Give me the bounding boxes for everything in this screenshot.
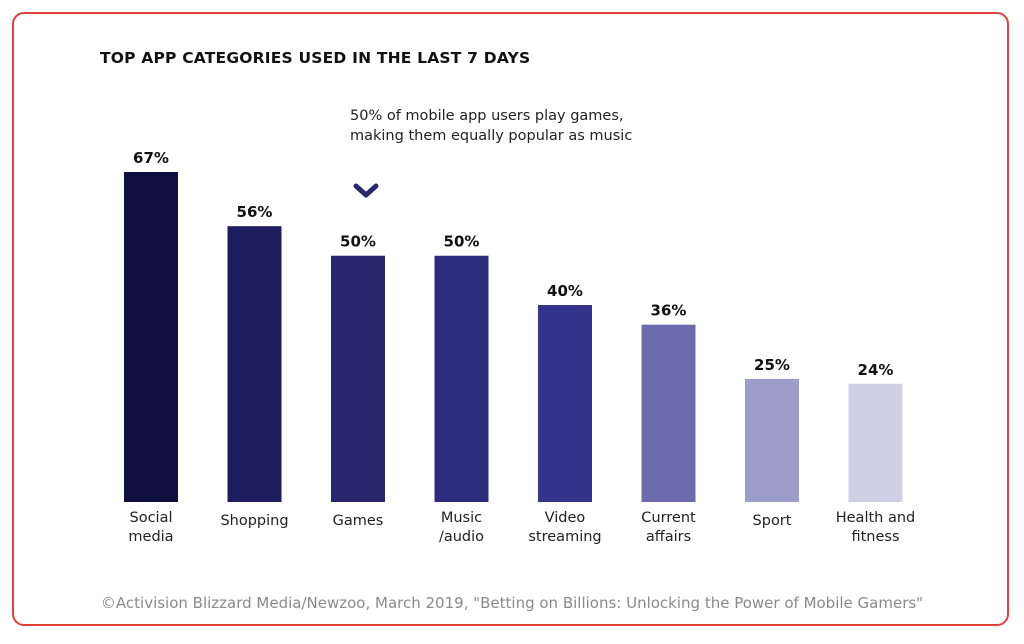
bar: [227, 226, 282, 502]
bar-value-label: 25%: [754, 356, 790, 374]
category-label: Games: [333, 513, 384, 529]
bar: [124, 172, 178, 502]
bar: [434, 255, 489, 502]
category-label: Sport: [753, 513, 792, 529]
chart-frame: [12, 12, 1009, 626]
bar: [641, 324, 696, 502]
bar-value-label: 67%: [133, 149, 169, 167]
category-label: Health and fitness: [836, 510, 916, 545]
bar: [331, 255, 385, 502]
bar: [848, 383, 903, 502]
category-label: Shopping: [220, 513, 288, 529]
chart-title: TOP APP CATEGORIES USED IN THE LAST 7 DA…: [100, 49, 531, 67]
games-annotation: 50% of mobile app users play games, maki…: [350, 108, 633, 144]
category-label: Social media: [128, 510, 173, 545]
bar-value-label: 50%: [444, 233, 480, 251]
bar: [538, 304, 592, 502]
bar-value-label: 56%: [237, 203, 273, 221]
category-label: Music/audio: [439, 510, 484, 545]
bar-value-label: 50%: [340, 233, 376, 251]
category-label: Current affairs: [641, 510, 696, 545]
source-credit: ©Activision Blizzard Media/Newzoo, March…: [100, 594, 924, 612]
bar-value-label: 36%: [651, 302, 687, 320]
bar: [745, 378, 799, 502]
category-label: Video streaming: [528, 510, 601, 545]
bar-value-label: 40%: [547, 282, 583, 300]
bar-value-label: 24%: [858, 361, 894, 379]
chevron-down-icon: [353, 183, 379, 198]
